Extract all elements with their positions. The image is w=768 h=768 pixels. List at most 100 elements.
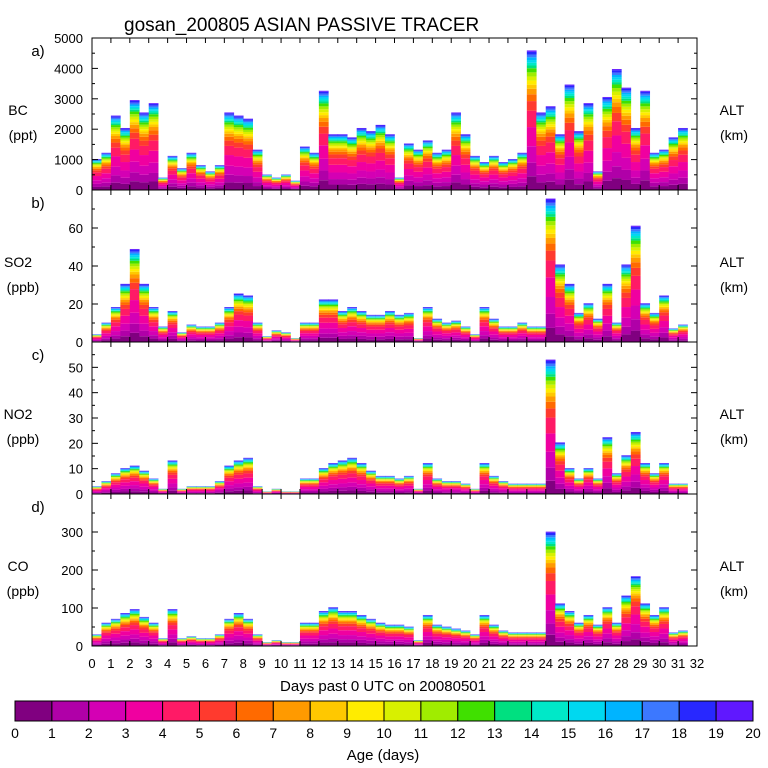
age-band-segment [649, 166, 660, 169]
age-band-segment [120, 137, 131, 140]
age-band-segment [659, 167, 669, 172]
age-band-segment [385, 154, 395, 159]
age-band-segment [479, 465, 490, 466]
age-band-segment [555, 144, 565, 147]
age-band-segment [375, 129, 386, 131]
age-band-segment [375, 324, 386, 327]
age-band-segment [593, 485, 603, 487]
age-band-segment [678, 133, 688, 135]
age-band-segment [630, 487, 641, 494]
age-band-segment [366, 149, 376, 153]
age-band-segment [120, 614, 131, 615]
age-band-segment [403, 146, 414, 148]
age-band-segment [262, 644, 272, 645]
data-bar [422, 140, 433, 190]
age-band-segment [479, 314, 490, 316]
age-band-segment [649, 316, 660, 318]
data-bar [593, 171, 603, 190]
age-band-segment [318, 488, 329, 492]
age-band-segment [309, 161, 320, 163]
age-band-segment [422, 180, 433, 186]
age-band-segment [507, 183, 518, 187]
age-band-segment [630, 474, 641, 482]
age-band-segment [394, 631, 405, 633]
age-band-segment [243, 327, 253, 333]
age-band-segment [649, 319, 660, 321]
age-band-segment [545, 214, 556, 217]
age-band-segment [110, 119, 121, 121]
age-band-segment [555, 454, 565, 457]
age-band-segment [110, 633, 121, 638]
age-band-segment [233, 613, 244, 615]
age-band-segment [167, 324, 178, 329]
age-band-segment [451, 182, 461, 190]
age-band-segment [186, 182, 197, 187]
age-band-segment [611, 329, 622, 331]
age-band-segment [214, 485, 225, 487]
age-band-segment [195, 338, 206, 341]
age-band-segment [640, 312, 651, 314]
age-band-segment [545, 110, 556, 113]
age-band-segment [517, 178, 528, 183]
age-band-segment [526, 330, 537, 332]
age-band-segment [318, 614, 329, 616]
age-band-segment [148, 322, 159, 327]
age-band-segment [375, 632, 386, 636]
age-band-segment [366, 477, 376, 479]
data-bar [101, 152, 112, 190]
age-band-segment [299, 626, 310, 628]
age-band-segment [640, 463, 651, 465]
age-band-segment [479, 184, 490, 188]
age-band-segment [593, 322, 603, 324]
age-band-segment [375, 315, 386, 316]
age-band-segment [148, 632, 159, 636]
age-band-segment [668, 150, 679, 152]
data-bar [385, 134, 395, 190]
age-band-segment [243, 640, 253, 644]
age-band-segment [422, 307, 433, 309]
age-band-segment [120, 299, 131, 303]
age-band-segment [299, 482, 310, 484]
age-band-segment [630, 139, 641, 142]
age-band-segment [139, 617, 150, 618]
age-band-segment [422, 148, 433, 150]
age-band-segment [375, 627, 386, 628]
age-band-segment [167, 629, 178, 635]
age-band-segment [205, 330, 216, 332]
age-band-segment [460, 154, 471, 159]
age-band-segment [432, 334, 443, 338]
age-band-segment [479, 167, 490, 169]
age-band-segment [243, 628, 253, 631]
age-band-segment [536, 120, 547, 123]
age-band-segment [602, 119, 613, 123]
age-band-segment [479, 166, 490, 168]
age-band-segment [148, 627, 159, 628]
age-band-segment [281, 186, 291, 189]
data-bar [262, 336, 272, 342]
age-band-segment [413, 157, 424, 159]
age-band-segment [252, 159, 263, 161]
age-band-segment [470, 491, 480, 493]
age-band-segment [385, 314, 395, 316]
age-band-segment [167, 464, 178, 465]
age-band-segment [233, 465, 244, 467]
age-band-segment [252, 333, 263, 336]
age-band-segment [649, 320, 660, 323]
age-band-segment [252, 490, 263, 492]
age-band-segment [129, 469, 140, 471]
age-band-segment [243, 337, 253, 342]
age-band-segment [451, 155, 461, 166]
age-band-segment [309, 178, 320, 183]
age-band-segment [394, 186, 405, 188]
age-band-segment [167, 179, 178, 184]
age-band-segment [347, 142, 357, 144]
data-bar [337, 134, 348, 190]
age-band-segment [413, 644, 424, 646]
age-band-segment [224, 131, 235, 134]
data-bar [526, 326, 537, 342]
age-band-segment [233, 462, 244, 463]
age-band-segment [299, 165, 310, 171]
age-band-segment [640, 329, 651, 335]
age-band-segment [375, 638, 386, 642]
age-band-segment [630, 432, 641, 434]
